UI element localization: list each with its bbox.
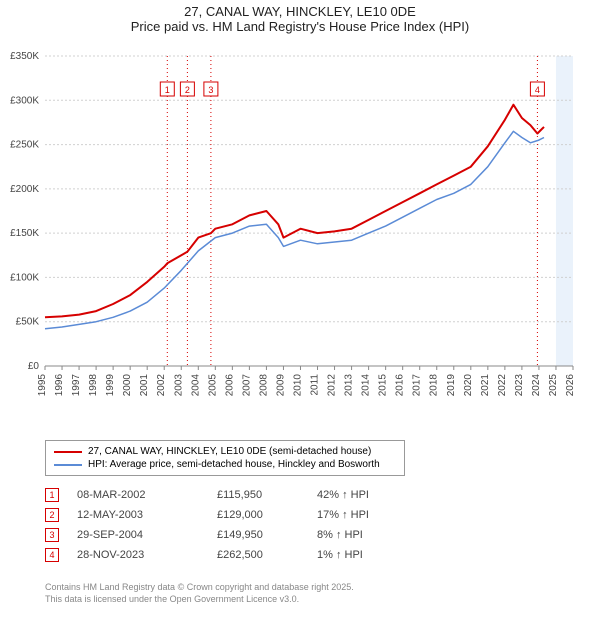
svg-text:2020: 2020 [463,374,474,397]
svg-text:2012: 2012 [327,374,338,397]
attribution-line1: Contains HM Land Registry data © Crown c… [45,582,354,594]
svg-text:2003: 2003 [173,374,184,397]
svg-text:2019: 2019 [446,374,457,397]
title-address: 27, CANAL WAY, HINCKLEY, LE10 0DE [0,4,600,19]
marker-price: £129,000 [217,509,317,521]
marker-row: 4 28-NOV-2023£262,5001% ↑ HPI [45,548,427,562]
marker-delta: 42% ↑ HPI [317,489,427,501]
svg-text:£0: £0 [28,361,40,372]
chart-legend: 27, CANAL WAY, HINCKLEY, LE10 0DE (semi-… [45,440,405,476]
legend-label: 27, CANAL WAY, HINCKLEY, LE10 0DE (semi-… [88,446,371,457]
svg-text:2008: 2008 [258,374,269,397]
svg-text:1998: 1998 [88,374,99,397]
svg-text:2015: 2015 [378,374,389,397]
svg-text:1: 1 [165,85,170,95]
svg-text:1997: 1997 [71,374,82,397]
svg-text:£150K: £150K [10,228,39,239]
svg-text:2016: 2016 [395,374,406,397]
marker-delta: 1% ↑ HPI [317,549,427,561]
svg-text:4: 4 [535,85,540,95]
marker-id-box: 4 [45,548,59,562]
marker-row: 1 08-MAR-2002£115,95042% ↑ HPI [45,488,427,502]
svg-text:£200K: £200K [10,184,39,195]
legend-item: HPI: Average price, semi-detached house,… [54,458,396,471]
legend-label: HPI: Average price, semi-detached house,… [88,459,380,470]
marker-id-box: 1 [45,488,59,502]
event-markers-table: 1 08-MAR-2002£115,95042% ↑ HPI 2 12-MAY-200… [45,488,427,568]
svg-text:2025: 2025 [548,374,559,397]
marker-price: £115,950 [217,489,317,501]
svg-text:2022: 2022 [497,374,508,397]
svg-text:2024: 2024 [531,374,542,397]
svg-text:£300K: £300K [10,95,39,106]
svg-text:2004: 2004 [190,374,201,397]
marker-row: 2 12-MAY-2003£129,00017% ↑ HPI [45,508,427,522]
title-subtitle: Price paid vs. HM Land Registry's House … [0,19,600,34]
svg-text:£50K: £50K [16,317,40,328]
svg-text:2013: 2013 [344,374,355,397]
svg-text:1995: 1995 [37,374,48,397]
svg-text:3: 3 [208,85,213,95]
marker-id-box: 2 [45,508,59,522]
marker-date: 29-SEP-2004 [77,529,217,541]
svg-text:2018: 2018 [429,374,440,397]
svg-text:£100K: £100K [10,272,39,283]
svg-text:2000: 2000 [122,374,133,397]
chart-svg: £0£50K£100K£150K£200K£250K£300K£350K1995… [45,48,585,410]
legend-swatch [54,464,82,466]
marker-row: 3 29-SEP-2004£149,9508% ↑ HPI [45,528,427,542]
marker-id-box: 3 [45,528,59,542]
legend-item: 27, CANAL WAY, HINCKLEY, LE10 0DE (semi-… [54,445,396,458]
marker-delta: 17% ↑ HPI [317,509,427,521]
svg-text:2007: 2007 [241,374,252,397]
svg-text:2: 2 [185,85,190,95]
attribution-line2: This data is licensed under the Open Gov… [45,594,354,606]
svg-text:2026: 2026 [565,374,576,397]
marker-price: £149,950 [217,529,317,541]
marker-delta: 8% ↑ HPI [317,529,427,541]
svg-text:2021: 2021 [480,374,491,397]
svg-text:2001: 2001 [139,374,150,397]
price-chart: £0£50K£100K£150K£200K£250K£300K£350K1995… [45,48,585,410]
svg-text:2002: 2002 [156,374,167,397]
svg-text:£250K: £250K [10,140,39,151]
legend-swatch [54,451,82,453]
chart-title: 27, CANAL WAY, HINCKLEY, LE10 0DE Price … [0,0,600,36]
svg-text:1996: 1996 [54,374,65,397]
marker-price: £262,500 [217,549,317,561]
marker-date: 28-NOV-2023 [77,549,217,561]
svg-text:2009: 2009 [275,374,286,397]
svg-text:2023: 2023 [514,374,525,397]
attribution-text: Contains HM Land Registry data © Crown c… [45,582,354,605]
svg-text:1999: 1999 [105,374,116,397]
svg-text:£350K: £350K [10,51,39,62]
svg-text:2005: 2005 [207,374,218,397]
marker-date: 08-MAR-2002 [77,489,217,501]
svg-text:2017: 2017 [412,374,423,397]
svg-text:2011: 2011 [310,374,321,396]
marker-date: 12-MAY-2003 [77,509,217,521]
svg-text:2014: 2014 [361,374,372,397]
svg-text:2006: 2006 [224,374,235,397]
svg-text:2010: 2010 [292,374,303,397]
